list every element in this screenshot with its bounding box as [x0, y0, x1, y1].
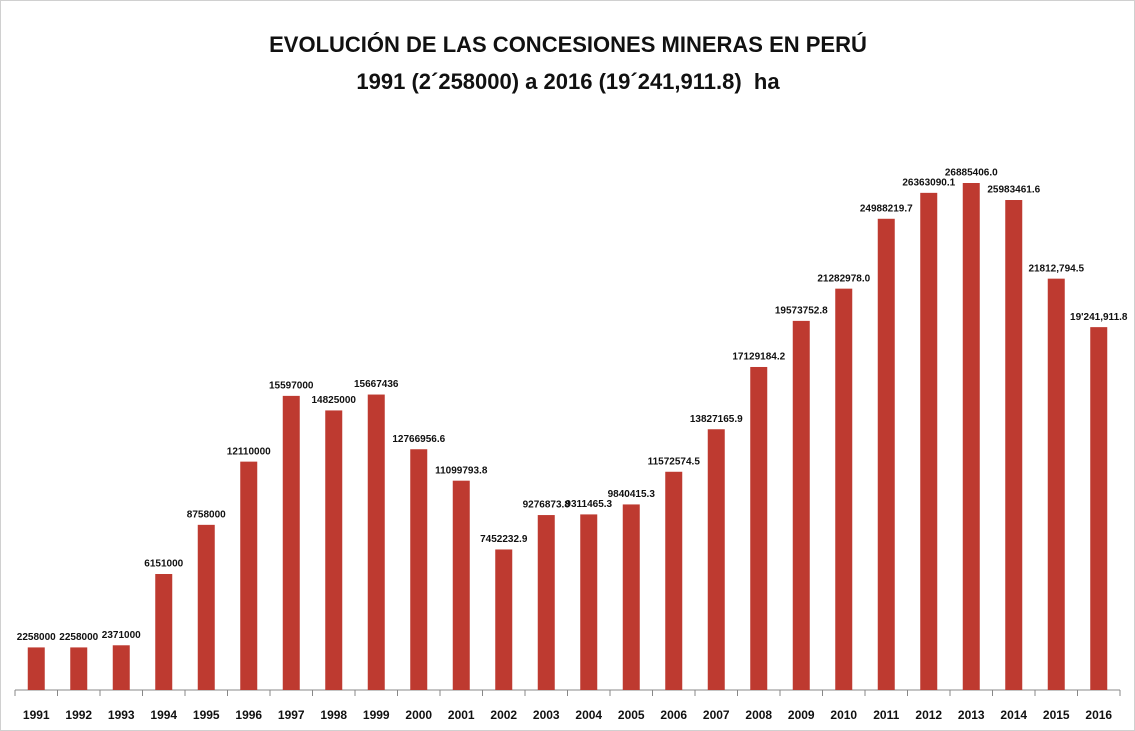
x-tick-label: 2002: [490, 708, 517, 722]
data-label: 12766956.6: [392, 434, 445, 445]
data-label: 24988219.7: [860, 203, 913, 214]
x-tick-label: 2008: [745, 708, 772, 722]
x-tick-label: 2014: [1000, 708, 1027, 722]
bar: [155, 574, 173, 690]
data-label: 9840415.3: [608, 489, 656, 500]
bar: [1005, 200, 1023, 690]
bar: [197, 524, 215, 690]
data-label: 21812,794.5: [1028, 263, 1084, 274]
x-tick-label: 2012: [915, 708, 942, 722]
data-label: 17129184.2: [732, 352, 785, 363]
bar: [537, 515, 555, 690]
bar: [580, 514, 598, 690]
data-label: 8758000: [187, 509, 226, 520]
data-label: 15597000: [269, 381, 314, 392]
x-tick-label: 2001: [448, 708, 475, 722]
x-tick-label: 1999: [363, 708, 390, 722]
bar: [792, 320, 810, 690]
bar: [325, 410, 343, 690]
bar: [452, 480, 470, 690]
data-label: 9311465.3: [565, 499, 612, 510]
data-label: 2258000: [17, 632, 56, 643]
data-label: 7452232.9: [480, 534, 528, 545]
x-tick-label: 1994: [150, 708, 177, 722]
data-label: 12110000: [227, 446, 271, 457]
bar: [410, 449, 428, 690]
x-tick-label: 2015: [1043, 708, 1070, 722]
data-label: 21282978.0: [817, 273, 870, 284]
data-label: 6151000: [144, 559, 183, 570]
bar: [240, 461, 258, 690]
data-label: 14825000: [312, 395, 357, 406]
x-tick-label: 1998: [320, 708, 347, 722]
data-label: 11099793.8: [435, 465, 488, 476]
chart-subtitle: 1991 (2´258000) a 2016 (19´241,911.8) ha: [356, 69, 780, 94]
x-tick-label: 1996: [235, 708, 262, 722]
bar: [962, 183, 980, 690]
x-tick-label: 2016: [1085, 708, 1112, 722]
x-tick-label: 1995: [193, 708, 220, 722]
bar: [707, 429, 725, 690]
bar: [665, 471, 683, 690]
x-tick-label: 2003: [533, 708, 560, 722]
data-label: 26885406.0: [945, 168, 998, 179]
data-label: 19'241,911.8: [1070, 312, 1128, 323]
bar: [367, 394, 385, 690]
data-label: 15667436: [354, 379, 399, 390]
x-tick-label: 2000: [405, 708, 432, 722]
data-label: 26363090.1: [902, 177, 955, 188]
x-tick-label: 2005: [618, 708, 645, 722]
data-label: 2258000: [59, 632, 98, 643]
bar: [495, 549, 513, 690]
bar: [920, 192, 938, 690]
chart-title: EVOLUCIÓN DE LAS CONCESIONES MINERAS EN …: [269, 32, 867, 57]
x-tick-label: 2004: [575, 708, 602, 722]
x-tick-label: 1997: [278, 708, 305, 722]
x-tick-label: 2013: [958, 708, 985, 722]
bar: [877, 218, 895, 690]
bar: [112, 645, 130, 690]
bar: [282, 395, 300, 690]
bar: [1090, 327, 1108, 690]
x-tick-label: 1993: [108, 708, 135, 722]
data-label: 9276873.8: [523, 500, 571, 511]
bar: [1047, 278, 1065, 690]
x-tick-label: 1992: [65, 708, 92, 722]
bar: [70, 647, 88, 690]
x-tick-label: 2010: [830, 708, 857, 722]
data-label: 25983461.6: [987, 185, 1040, 196]
bar: [622, 504, 640, 690]
bar: [750, 366, 768, 690]
x-tick-label: 2007: [703, 708, 730, 722]
data-label: 13827165.9: [690, 414, 743, 425]
x-tick-label: 2011: [873, 708, 899, 722]
data-label: 2371000: [102, 630, 141, 641]
data-label: 19573752.8: [775, 306, 828, 317]
bar: [835, 288, 853, 690]
bar: [27, 647, 45, 690]
x-tick-label: 2009: [788, 708, 815, 722]
data-label: 11572574.5: [648, 456, 701, 467]
x-tick-label: 2006: [660, 708, 687, 722]
x-tick-label: 1991: [23, 708, 50, 722]
